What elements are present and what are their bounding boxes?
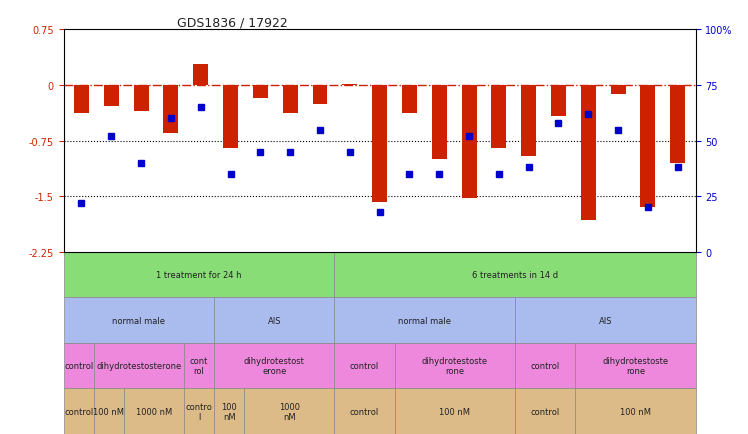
FancyBboxPatch shape [123, 388, 184, 434]
Text: control: control [530, 362, 560, 370]
Bar [313, 86, 328, 105]
FancyBboxPatch shape [334, 343, 395, 388]
FancyBboxPatch shape [334, 388, 395, 434]
Text: control: control [530, 407, 560, 416]
Text: 6 treatments in 14 d: 6 treatments in 14 d [472, 270, 558, 279]
Text: 1 treatment for 24 h: 1 treatment for 24 h [156, 270, 242, 279]
Text: dihydrotestoste
rone: dihydrotestoste rone [602, 356, 669, 375]
Bar [283, 86, 298, 114]
Bar [640, 86, 655, 208]
FancyBboxPatch shape [244, 388, 334, 434]
Text: contro
l: contro l [186, 401, 212, 421]
Text: AIS: AIS [598, 316, 612, 325]
Bar [253, 86, 268, 99]
Bar [343, 84, 358, 86]
Text: 100
nM: 100 nM [221, 401, 237, 421]
FancyBboxPatch shape [395, 343, 515, 388]
Bar [193, 65, 208, 86]
Bar [551, 86, 566, 117]
Text: control: control [64, 362, 94, 370]
Text: dihydrotestost
erone: dihydrotestost erone [244, 356, 304, 375]
FancyBboxPatch shape [334, 253, 696, 298]
Text: control: control [64, 407, 94, 416]
Bar [581, 86, 595, 220]
Text: 100 nM: 100 nM [620, 407, 651, 416]
Text: 1000 nM: 1000 nM [135, 407, 172, 416]
FancyBboxPatch shape [214, 343, 334, 388]
Bar [521, 86, 536, 156]
Text: normal male: normal male [398, 316, 451, 325]
FancyBboxPatch shape [184, 388, 214, 434]
Bar [462, 86, 476, 198]
Bar [104, 86, 119, 107]
FancyBboxPatch shape [515, 388, 575, 434]
Text: control: control [350, 362, 379, 370]
Text: cont
rol: cont rol [190, 356, 208, 375]
FancyBboxPatch shape [64, 343, 94, 388]
Text: dihydrotestosterone: dihydrotestosterone [96, 362, 182, 370]
FancyBboxPatch shape [515, 343, 575, 388]
Text: AIS: AIS [268, 316, 281, 325]
Bar [373, 86, 387, 203]
Text: GDS1836 / 17922: GDS1836 / 17922 [177, 16, 288, 29]
FancyBboxPatch shape [64, 388, 94, 434]
FancyBboxPatch shape [214, 388, 244, 434]
FancyBboxPatch shape [64, 298, 214, 343]
Text: 100 nM: 100 nM [94, 407, 124, 416]
Bar [432, 86, 447, 160]
FancyBboxPatch shape [214, 298, 334, 343]
FancyBboxPatch shape [184, 343, 214, 388]
Text: 100 nM: 100 nM [439, 407, 470, 416]
FancyBboxPatch shape [64, 253, 334, 298]
FancyBboxPatch shape [515, 298, 696, 343]
Bar [223, 86, 238, 149]
FancyBboxPatch shape [334, 298, 515, 343]
Text: control: control [350, 407, 379, 416]
Bar [610, 86, 625, 95]
Text: dihydrotestoste
rone: dihydrotestoste rone [422, 356, 488, 375]
Bar [134, 86, 149, 112]
Bar [74, 86, 89, 114]
FancyBboxPatch shape [575, 343, 696, 388]
Text: normal male: normal male [112, 316, 165, 325]
FancyBboxPatch shape [94, 343, 184, 388]
Bar [491, 86, 506, 149]
Bar [670, 86, 685, 164]
Bar [402, 86, 417, 114]
FancyBboxPatch shape [395, 388, 515, 434]
FancyBboxPatch shape [575, 388, 696, 434]
FancyBboxPatch shape [94, 388, 123, 434]
Bar [164, 86, 178, 134]
Text: 1000
nM: 1000 nM [279, 401, 300, 421]
